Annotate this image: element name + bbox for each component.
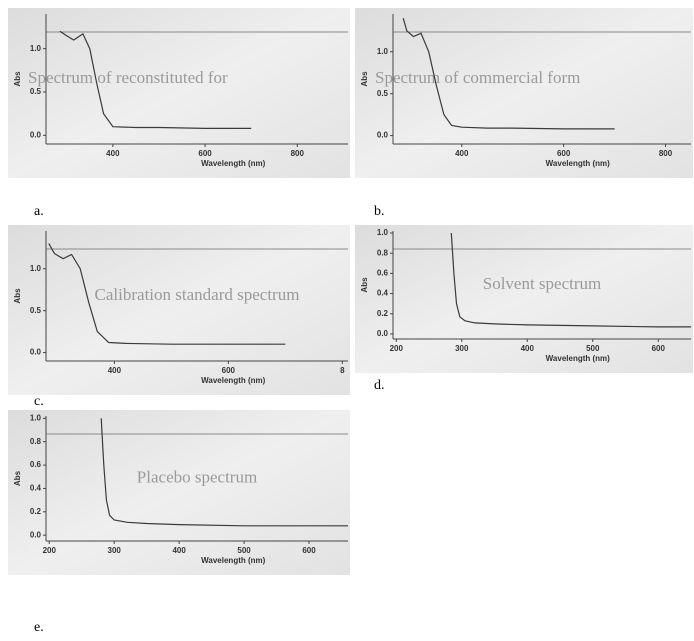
x-axis-label: Wavelength (nm) [546,354,610,363]
y-axis-label: Abs [360,71,369,87]
y-tick-label: 0.6 [30,460,42,469]
x-tick-label: 600 [222,366,236,375]
y-tick-label: 0.8 [377,248,389,257]
annotation: Placebo spectrum [137,467,257,486]
panel-label: d. [374,378,385,393]
y-tick-label: 1.0 [30,44,42,53]
x-tick-label: 400 [521,344,535,353]
annotation: Solvent spectrum [483,274,602,293]
y-tick-label: 0.0 [30,130,42,139]
x-tick-label: 500 [586,344,600,353]
panel-label: b. [374,204,385,219]
x-tick-label: 400 [108,366,122,375]
y-axis-label: Abs [360,277,369,293]
y-tick-label: 0.0 [377,329,389,338]
panel-label: e. [34,620,44,635]
y-tick-label: 1.0 [30,413,42,422]
annotation: Spectrum of commercial form [375,68,580,87]
annotation: Spectrum of reconstituted for [28,68,228,87]
x-tick-label: 400 [455,149,469,158]
x-axis-label: Wavelength (nm) [201,376,265,385]
x-tick-label: 600 [652,344,666,353]
y-axis-label: Abs [13,71,22,87]
y-tick-label: 0.5 [30,87,42,96]
x-tick-label: 600 [557,149,571,158]
y-axis-label: Abs [13,470,22,486]
y-tick-label: 0.0 [30,348,42,357]
x-tick-label: 300 [455,344,469,353]
x-tick-label: 800 [659,149,673,158]
y-tick-label: 0.8 [30,437,42,446]
y-tick-label: 0.2 [377,309,389,318]
y-tick-label: 1.0 [30,264,42,273]
figure: 0.0 0.5 1.0 400 600 800 Wavelength (nm) Abs Spec… [0,0,694,641]
x-tick-label: 400 [172,546,186,555]
x-axis-label: Wavelength (nm) [201,556,265,565]
x-tick-label: 600 [302,546,316,555]
x-tick-label: 600 [198,149,212,158]
y-tick-label: 0.0 [30,530,42,539]
panel-label: c. [34,394,44,409]
panel-label: a. [34,204,44,219]
y-tick-label: 0.6 [377,269,389,278]
y-tick-label: 0.4 [30,484,42,493]
x-tick-label: 300 [108,546,122,555]
y-axis-label: Abs [13,288,22,304]
annotation: Calibration standard spectrum [95,285,300,304]
spectrum-panel: 0.0 0.5 1.0 400 600 8 Wavelength (nm) Abs Calibr… [8,225,350,395]
y-tick-label: 0.4 [377,289,389,298]
x-axis-label: Wavelength (nm) [546,159,610,168]
x-tick-label: 8 [340,366,345,375]
panel-background [8,225,350,395]
spectrum-panel: 0.0 0.2 0.4 0.6 0.8 1.0 200 300 400 500 600 Wavelen… [8,410,350,575]
spectrum-panel: 0.0 0.5 1.0 400 600 800 Wavelength (nm) Abs Spec… [8,8,350,178]
y-tick-label: 0.0 [377,131,389,140]
x-tick-label: 400 [106,149,120,158]
panel-background [355,8,693,178]
spectrum-panel: 0.0 0.5 1.0 400 600 800 Wavelength (nm) Abs Spec… [355,8,693,178]
y-tick-label: 0.5 [377,89,389,98]
x-axis-label: Wavelength (nm) [201,159,265,168]
y-tick-label: 1.0 [377,228,389,237]
x-tick-label: 200 [390,344,404,353]
x-tick-label: 800 [291,149,305,158]
spectrum-panel: 0.0 0.2 0.4 0.6 0.8 1.0 200 300 400 500 600 Wavelen… [355,225,693,373]
y-tick-label: 0.2 [30,507,42,516]
x-tick-label: 200 [43,546,57,555]
y-tick-label: 1.0 [377,47,389,56]
x-tick-label: 500 [237,546,251,555]
y-tick-label: 0.5 [30,306,42,315]
